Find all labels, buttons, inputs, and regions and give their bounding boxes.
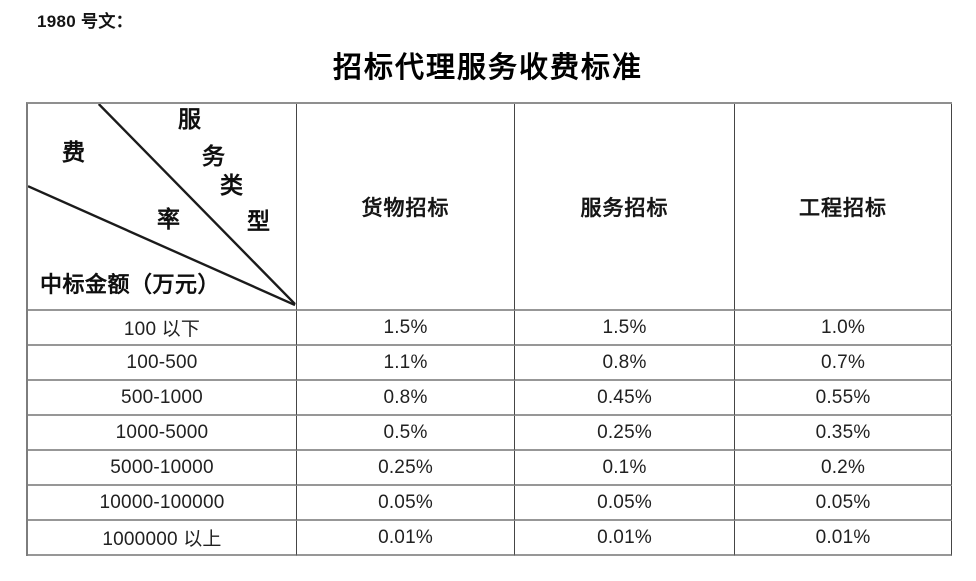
column-header-goods: 货物招标 [297, 104, 515, 311]
fee-value-cell: 0.25% [297, 451, 515, 486]
corner-service-char-3: 类 [220, 173, 243, 198]
corner-service-char-4: 型 [247, 209, 270, 234]
corner-service-char-1: 服 [178, 107, 201, 132]
fee-value-cell: 0.25% [515, 416, 735, 451]
fee-value-cell: 1.0% [735, 311, 952, 346]
fee-value-cell: 0.1% [515, 451, 735, 486]
fee-value-cell: 0.45% [515, 381, 735, 416]
fee-value-cell: 0.01% [515, 521, 735, 556]
fee-value-cell: 0.55% [735, 381, 952, 416]
fee-value-cell: 0.05% [297, 486, 515, 521]
row-range-label: 1000000 以上 [28, 521, 297, 556]
diagonal-split-lines [28, 104, 296, 307]
fee-value-cell: 0.05% [735, 486, 952, 521]
row-range-label: 5000-10000 [28, 451, 297, 486]
fee-value-cell: 0.05% [515, 486, 735, 521]
corner-amount-label: 中标金额（万元） [40, 272, 221, 297]
fee-value-cell: 0.2% [735, 451, 952, 486]
doc-number-label: 1980 号文： [37, 12, 133, 31]
fee-value-cell: 0.8% [515, 346, 735, 381]
fee-value-cell: 1.1% [297, 346, 515, 381]
corner-service-char-2: 务 [202, 144, 225, 169]
fee-value-cell: 0.01% [297, 521, 515, 556]
fee-value-cell: 0.8% [297, 381, 515, 416]
row-range-label: 10000-100000 [28, 486, 297, 521]
fee-value-cell: 0.5% [297, 416, 515, 451]
fee-value-cell: 0.01% [735, 521, 952, 556]
corner-header-cell: 费 率 服 务 类 型 中标金额（万元） [28, 104, 297, 311]
page-title: 招标代理服务收费标准 [332, 52, 643, 84]
row-range-label: 1000-5000 [28, 416, 297, 451]
row-range-label: 100-500 [28, 346, 297, 381]
row-range-label: 500-1000 [28, 381, 297, 416]
fee-value-cell: 1.5% [515, 311, 735, 346]
corner-fee-char: 费 [62, 140, 85, 165]
fee-table: 费 率 服 务 类 型 中标金额（万元） 货物招标 服务招标 工程招标 100 … [26, 102, 952, 556]
row-range-label: 100 以下 [28, 311, 297, 346]
fee-value-cell: 0.7% [735, 346, 952, 381]
column-header-engineering: 工程招标 [735, 104, 952, 311]
corner-rate-char: 率 [157, 207, 180, 232]
fee-value-cell: 1.5% [297, 311, 515, 346]
column-header-service: 服务招标 [515, 104, 735, 311]
fee-value-cell: 0.35% [735, 416, 952, 451]
